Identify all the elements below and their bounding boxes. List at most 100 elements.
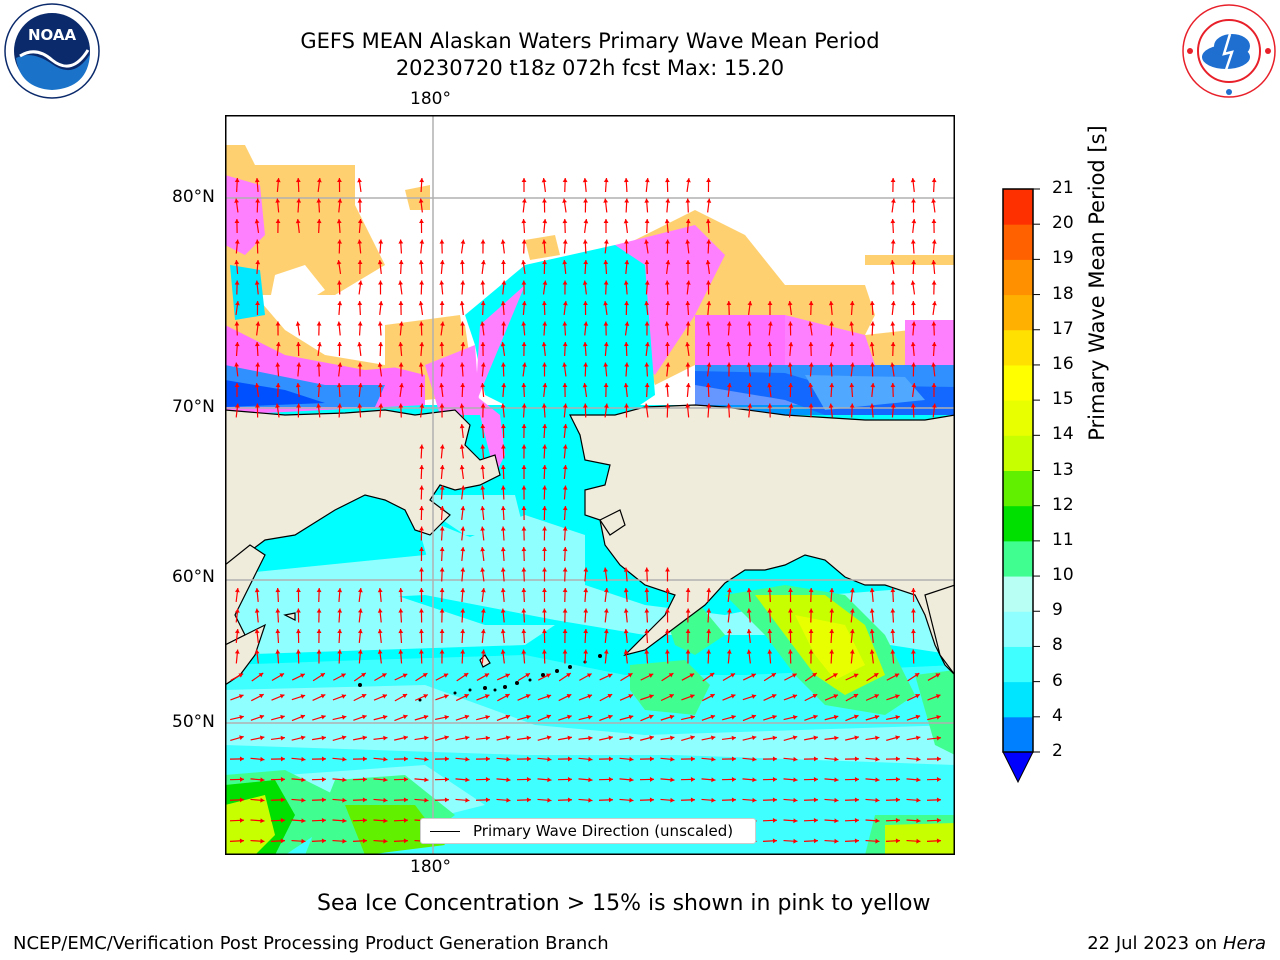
- wave-arrow: [357, 177, 362, 193]
- wave-arrow: [496, 673, 511, 681]
- wave-arrow: [660, 797, 675, 803]
- wave-arrow: [435, 735, 449, 741]
- wave-arrow: [705, 218, 711, 234]
- wave-arrow: [685, 218, 691, 234]
- wave-arrow: [705, 259, 711, 275]
- wave-arrow: [296, 341, 301, 357]
- wave-arrow: [931, 321, 937, 336]
- wave-arrow: [926, 756, 942, 762]
- wave-arrow: [394, 673, 408, 681]
- wave-arrow: [250, 818, 265, 824]
- wave-arrow: [316, 362, 322, 377]
- wave-arrow: [783, 735, 798, 742]
- wave-arrow: [623, 608, 629, 623]
- wave-arrow: [849, 403, 855, 418]
- wave-arrow: [230, 714, 244, 721]
- wave-arrow: [460, 505, 466, 521]
- wave-arrow: [311, 817, 327, 823]
- wave-arrow: [521, 280, 527, 295]
- wave-arrow: [357, 587, 363, 603]
- wave-arrow: [393, 777, 409, 782]
- wave-arrow: [521, 300, 527, 316]
- wave-arrow: [824, 818, 839, 824]
- wave-arrow: [501, 382, 507, 398]
- wave-arrow: [849, 608, 855, 623]
- wave-arrow: [803, 817, 819, 823]
- lat-label-70n: 70°N: [172, 397, 215, 417]
- colorbar-tick-label: 4: [1052, 705, 1063, 726]
- wave-arrow: [378, 403, 384, 418]
- wave-arrow: [640, 714, 654, 722]
- wave-arrow: [767, 403, 773, 418]
- colorbar-tick-label: 20: [1052, 213, 1074, 234]
- wave-arrow: [742, 673, 757, 681]
- wave-arrow: [332, 756, 347, 762]
- wave-arrow: [501, 280, 507, 295]
- wave-arrow: [357, 608, 363, 623]
- wave-arrow: [558, 735, 572, 741]
- wave-arrow: [706, 341, 711, 357]
- colorbar-cell: [1003, 224, 1033, 260]
- wave-arrow: [398, 259, 404, 275]
- wave-arrow: [624, 198, 630, 213]
- wave-arrow: [336, 382, 342, 398]
- wave-arrow: [844, 797, 860, 803]
- wave-arrow: [414, 777, 429, 783]
- wave-arrow: [824, 838, 839, 844]
- wave-arrow: [434, 777, 450, 782]
- wave-arrow: [906, 693, 921, 702]
- wave-arrow: [701, 777, 716, 783]
- wave-arrow: [804, 693, 818, 702]
- wave-arrow: [721, 777, 737, 782]
- wave-arrow: [562, 505, 568, 521]
- wave-arrow: [230, 735, 244, 742]
- wave-arrow: [254, 218, 260, 234]
- wave-arrow: [890, 280, 896, 295]
- colorbar-tick-label: 11: [1052, 529, 1074, 550]
- wave-arrow: [804, 714, 818, 721]
- wave-arrow: [496, 777, 511, 783]
- wave-arrow: [254, 382, 260, 398]
- wave-arrow: [803, 838, 819, 844]
- colorbar-cell: [1003, 681, 1033, 718]
- wave-arrow: [373, 735, 388, 741]
- wave-arrow: [352, 817, 368, 823]
- sea-ice-central: [385, 185, 560, 415]
- wave-arrow: [435, 673, 449, 681]
- wave-arrow: [521, 485, 527, 500]
- wave-arrow: [665, 587, 670, 603]
- wave-arrow: [541, 239, 547, 254]
- wave-arrow: [496, 714, 511, 722]
- wave-arrow: [644, 177, 650, 193]
- wave-arrow: [250, 797, 265, 803]
- wave-arrow: [295, 177, 301, 193]
- wave-arrow: [828, 403, 834, 418]
- wave-arrow: [419, 218, 424, 234]
- wave-arrow: [480, 423, 486, 439]
- wave-arrow: [254, 280, 260, 295]
- wave-arrow: [665, 341, 670, 357]
- wave-arrow: [706, 649, 712, 664]
- lat-label-60n: 60°N: [172, 567, 215, 587]
- lon-label-bottom: 180°: [410, 857, 451, 877]
- wave-arrow: [624, 300, 629, 316]
- colorbar-tick-label: 21: [1052, 178, 1074, 198]
- wave-arrow: [665, 608, 670, 623]
- wave-arrow: [357, 628, 363, 644]
- wave-arrow: [562, 485, 568, 500]
- wave-arrow: [333, 673, 346, 681]
- wave-arrow: [337, 628, 343, 644]
- wave-arrow: [931, 403, 937, 418]
- wave-arrow: [926, 838, 942, 844]
- wave-arrow: [332, 777, 347, 783]
- wave-arrow: [644, 280, 650, 295]
- wave-arrow: [906, 797, 921, 803]
- wave-arrow: [229, 797, 245, 803]
- wave-arrow: [702, 693, 715, 702]
- wave-arrow: [721, 797, 737, 803]
- wave-arrow: [619, 797, 634, 803]
- wave-arrow: [685, 300, 691, 316]
- wave-arrow: [603, 649, 609, 664]
- wave-arrow: [414, 797, 429, 803]
- wave-arrow: [829, 321, 834, 336]
